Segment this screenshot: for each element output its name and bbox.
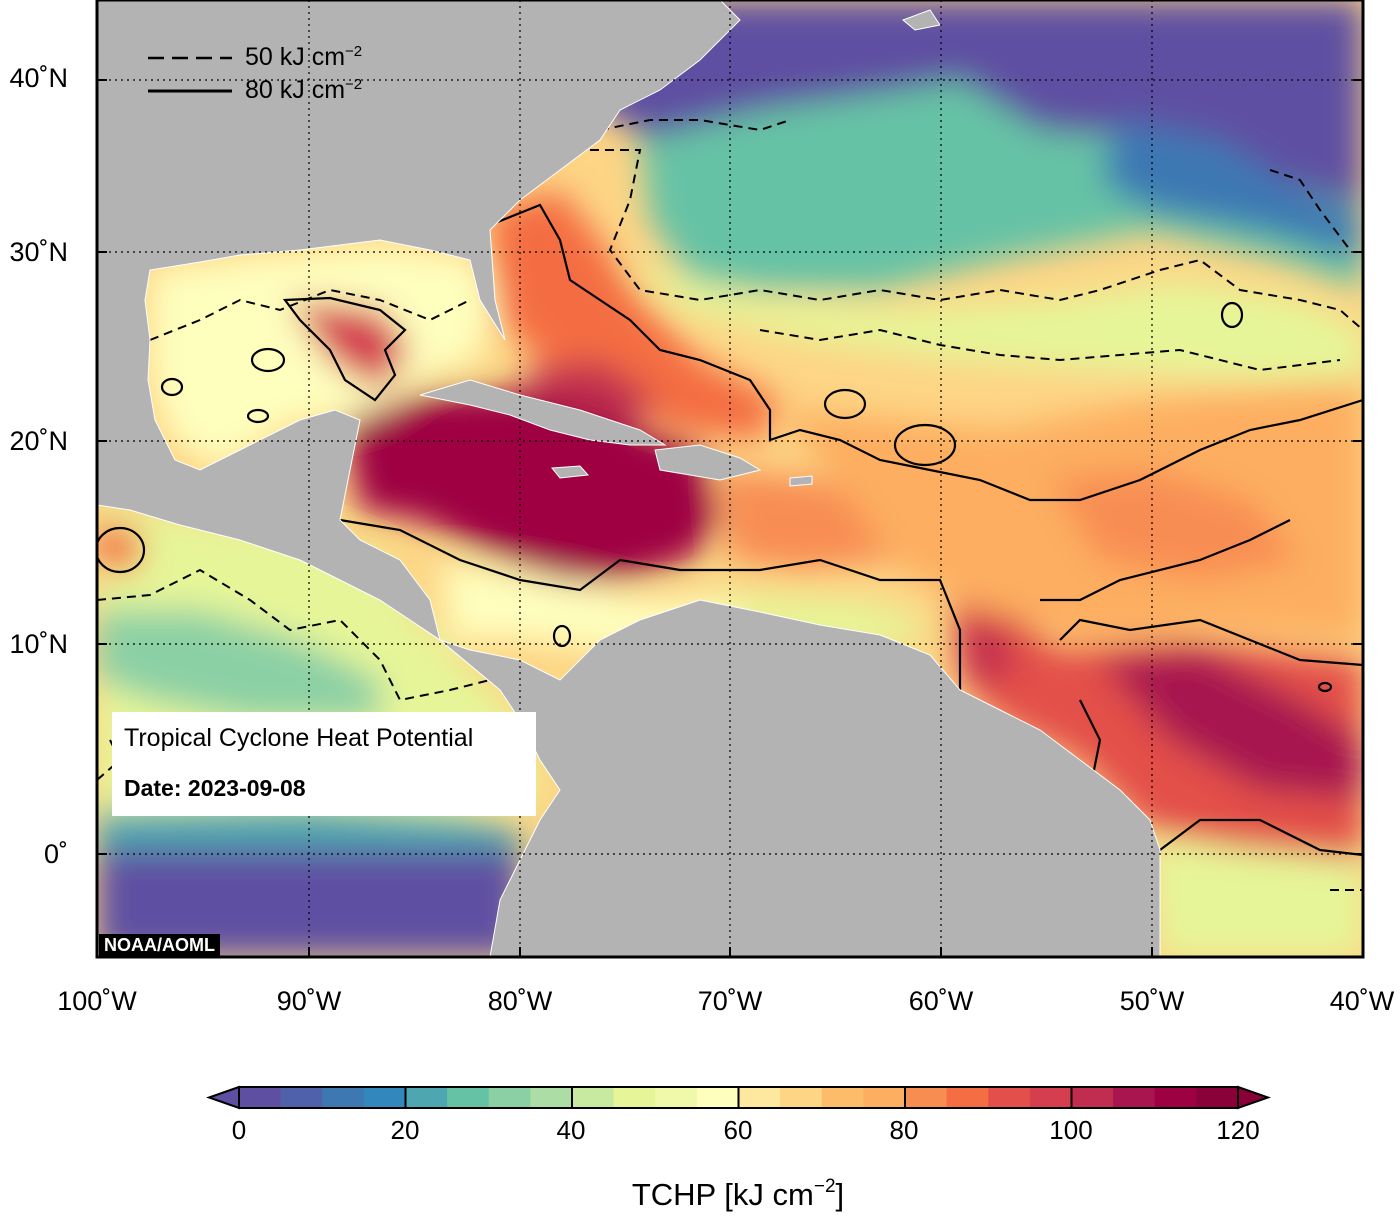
- lon-label-50w: 50˚W: [1119, 986, 1185, 1016]
- colorbar-segment: [655, 1087, 698, 1108]
- colorbar-tick-label: 120: [1216, 1115, 1260, 1145]
- colorbar-segment: [988, 1087, 1031, 1108]
- credit-badge: NOAA/AOML: [99, 934, 220, 956]
- colorbar-segment: [530, 1087, 573, 1108]
- colorbar-tick-label: 20: [390, 1115, 420, 1145]
- map-title: Tropical Cyclone Heat Potential: [124, 724, 474, 752]
- lon-label-80w: 80˚W: [487, 986, 553, 1016]
- colorbar-extend-high: [1237, 1085, 1272, 1110]
- colorbar-segment: [322, 1087, 365, 1108]
- lat-label-40n: 40˚N: [9, 63, 68, 93]
- colorbar-segment: [946, 1087, 989, 1108]
- colorbar-segment: [405, 1087, 448, 1108]
- colorbar-segment: [1029, 1087, 1072, 1108]
- colorbar-tick-label: 80: [889, 1115, 919, 1145]
- lon-label-100w: 100˚W: [57, 986, 137, 1016]
- legend-solid-label: 80 kJ cm−2: [245, 76, 363, 104]
- colorbar-segment: [280, 1087, 323, 1108]
- colorbar-segment: [863, 1087, 906, 1108]
- colorbar-tick-label: 100: [1049, 1115, 1093, 1145]
- colorbar-segment: [572, 1087, 615, 1108]
- lat-label-10n: 10˚N: [9, 629, 68, 659]
- lat-label-0: 0˚: [43, 839, 68, 869]
- colorbar-segment: [1113, 1087, 1156, 1108]
- lon-label-60w: 60˚W: [908, 986, 974, 1016]
- colorbar-segment: [488, 1087, 531, 1108]
- colorbar-segment: [696, 1087, 739, 1108]
- axis-ticks: [97, 79, 1363, 957]
- colorbar-segment: [363, 1087, 406, 1108]
- colorbar-segment: [1071, 1087, 1114, 1108]
- colorbar-tick-label: 60: [723, 1115, 753, 1145]
- land: [97, 0, 1161, 957]
- colorbar-extend-low: [205, 1085, 240, 1110]
- colorbar-tick-label: 40: [556, 1115, 586, 1145]
- lon-label-40w: 40˚W: [1329, 986, 1395, 1016]
- lon-label-70w: 70˚W: [697, 986, 763, 1016]
- colorbar-segment: [1196, 1087, 1239, 1108]
- map-date: Date: 2023-09-08: [124, 775, 306, 801]
- colorbar-segment: [447, 1087, 490, 1108]
- colorbar: [205, 1085, 1272, 1110]
- colorbar-tick-label: 0: [231, 1115, 247, 1145]
- lat-label-20n: 20˚N: [9, 426, 68, 456]
- lat-label-30n: 30˚N: [9, 237, 68, 267]
- colorbar-title: TCHP [kJ cm−2]: [631, 1176, 845, 1212]
- info-box: Tropical Cyclone Heat Potential Date: 20…: [112, 712, 536, 816]
- colorbar-segment: [1154, 1087, 1197, 1108]
- lon-label-90w: 90˚W: [276, 986, 342, 1016]
- colorbar-segment: [821, 1087, 864, 1108]
- legend-dashed-label: 50 kJ cm−2: [245, 43, 363, 71]
- gridlines: [97, 0, 1363, 957]
- colorbar-segment: [905, 1087, 948, 1108]
- colorbar-segment: [239, 1087, 282, 1108]
- colorbar-segment: [780, 1087, 823, 1108]
- colorbar-segment: [738, 1087, 781, 1108]
- colorbar-segment: [613, 1087, 656, 1108]
